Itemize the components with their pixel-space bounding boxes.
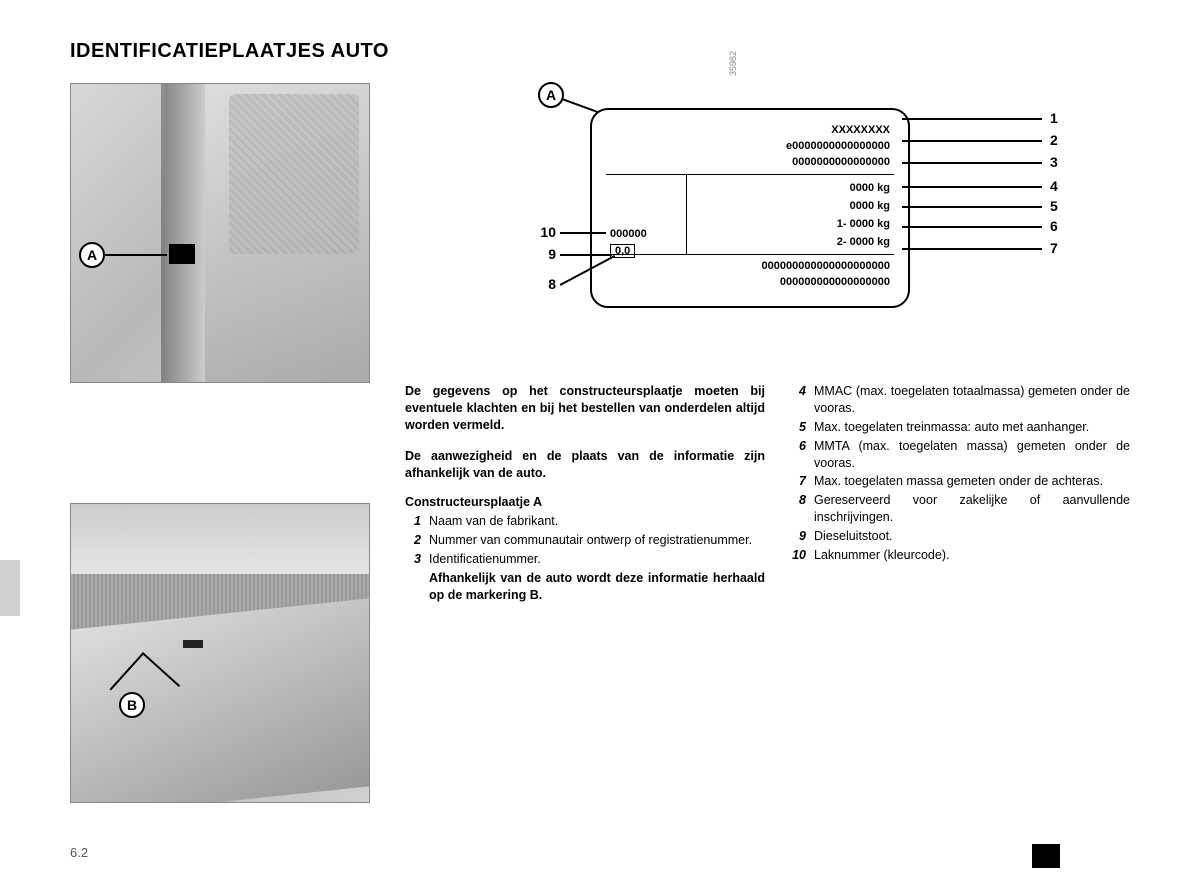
plate-row: 000000000000000000 bbox=[780, 276, 890, 288]
callout-number: 8 bbox=[516, 276, 556, 292]
callout-number: 6 bbox=[1050, 218, 1058, 234]
list-item: 9Dieseluitstoot. bbox=[790, 528, 1130, 545]
list-item: 2Nummer van communautair ontwerp of regi… bbox=[405, 532, 765, 549]
thumb-tab bbox=[0, 560, 20, 616]
list-item: 4MMAC (max. toegelaten totaalmassa) geme… bbox=[790, 383, 1130, 417]
plate-row: 1- 0000 kg bbox=[837, 218, 890, 230]
vin-marker bbox=[183, 640, 203, 648]
definition-list-right: 4MMAC (max. toegelaten totaalmassa) geme… bbox=[790, 383, 1130, 564]
callout-number: 10 bbox=[516, 224, 556, 240]
plate-row: e0000000000000000 bbox=[786, 140, 890, 152]
manual-page: IDENTIFICATIEPLAATJES AUTO A 602A B bbox=[0, 0, 1200, 888]
list-item: 3Identificatienummer. bbox=[405, 551, 765, 568]
callout-number: 3 bbox=[1050, 154, 1058, 170]
figure-hood: B 602Abis bbox=[70, 503, 370, 803]
figure-door-pillar: A 602A bbox=[70, 83, 370, 383]
page-title: IDENTIFICATIEPLAATJES AUTO bbox=[70, 40, 1140, 63]
callout-A-diagram: A bbox=[538, 82, 564, 108]
plate-row: 0000 kg bbox=[850, 200, 890, 212]
plate-diagram: 3 5 9 8 2 A XXXXXXXX e0000000000000000 00000… bbox=[450, 80, 1090, 350]
column-images: A 602A B 602Abis bbox=[70, 83, 380, 803]
list-item: 5Max. toegelaten treinmassa: auto met aa… bbox=[790, 419, 1130, 436]
diagram-code: 35982 bbox=[728, 51, 738, 76]
callout-number: 1 bbox=[1050, 110, 1058, 126]
plate-row: 000000000000000000000 bbox=[762, 260, 890, 272]
leader-line bbox=[562, 98, 600, 113]
callout-number: 2 bbox=[1050, 132, 1058, 148]
plate-row: 2- 0000 kg bbox=[837, 236, 890, 248]
list-item: 10Laknummer (kleurcode). bbox=[790, 547, 1130, 564]
plate-row: 000000 bbox=[610, 228, 647, 240]
callout-number: 4 bbox=[1050, 178, 1058, 194]
callout-number: 7 bbox=[1050, 240, 1058, 256]
list-item: 1Naam van de fabrikant. bbox=[405, 513, 765, 530]
crop-mark bbox=[1032, 844, 1060, 868]
definition-list-left: 1Naam van de fabrikant. 2Nummer van comm… bbox=[405, 513, 765, 603]
leader-line bbox=[105, 254, 167, 256]
page-number: 6.2 bbox=[70, 845, 88, 860]
plate-outline: XXXXXXXX e0000000000000000 0000000000000… bbox=[590, 108, 910, 308]
callout-A: A bbox=[79, 242, 105, 268]
list-item: 8Gereserveerd voor zakelijke of aanvulle… bbox=[790, 492, 1130, 526]
callout-number: 9 bbox=[516, 246, 556, 262]
plate-row: 0000 kg bbox=[850, 182, 890, 194]
intro-paragraph: De gegevens op het constructeursplaatje … bbox=[405, 383, 765, 434]
list-item: 6MMTA (max. toegelaten massa) gemeten on… bbox=[790, 438, 1130, 472]
list-item: 7Max. toegelaten massa gemeten onder de … bbox=[790, 473, 1130, 490]
list-item-bold-note: Afhankelijk van de auto wordt deze infor… bbox=[405, 570, 765, 604]
section-heading: Constructeursplaatje A bbox=[405, 495, 765, 509]
plate-location-marker bbox=[169, 244, 195, 264]
plate-row: XXXXXXXX bbox=[831, 124, 890, 136]
callout-number: 5 bbox=[1050, 198, 1058, 214]
plate-row: 0000000000000000 bbox=[792, 156, 890, 168]
intro-paragraph-2: De aanwezigheid en de plaats van de info… bbox=[405, 448, 765, 482]
